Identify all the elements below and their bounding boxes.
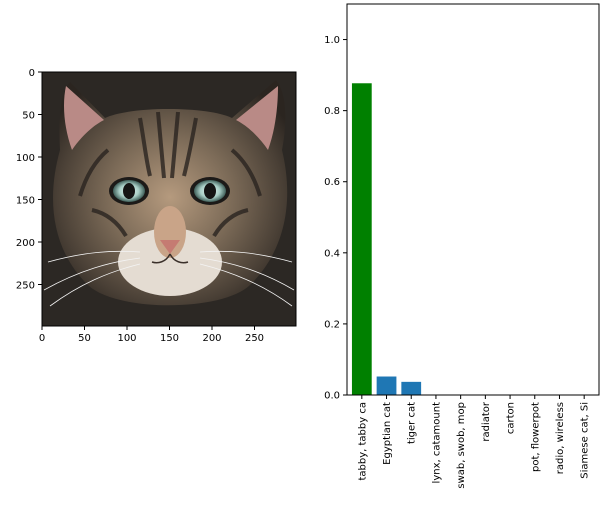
- y-tick-label: 0.8: [324, 106, 340, 117]
- x-tick-label: Siamese cat, Si: [580, 402, 591, 479]
- image-x-tick-label: 50: [78, 333, 91, 344]
- cat-image: [42, 72, 296, 326]
- y-tick-label: 1.0: [324, 35, 340, 46]
- x-tick-label: swab, swob, mop: [456, 402, 467, 489]
- x-tick-label: carton: [506, 402, 517, 434]
- y-tick-label: 0.4: [324, 248, 340, 259]
- bar: [376, 376, 397, 395]
- image-x-tick-label: 0: [39, 333, 45, 344]
- image-x-tick-label: 100: [117, 333, 136, 344]
- x-tick-label: tabby, tabby ca: [357, 402, 368, 481]
- x-tick-label: tiger cat: [407, 402, 418, 444]
- x-axis: tabby, tabby ca Egyptian cat tiger cat lynx…: [357, 395, 591, 489]
- image-y-tick-label: 250: [16, 281, 35, 292]
- y-axis: 0.0 0.2 0.4 0.6 0.8 1.0: [324, 35, 347, 402]
- bar: [351, 83, 372, 396]
- x-tick-label: pot, flowerpot: [530, 402, 541, 472]
- image-x-ticks: 0 50 100 150 200 250: [39, 326, 264, 344]
- x-tick-label: radiator: [481, 401, 492, 442]
- image-y-tick-label: 100: [16, 153, 35, 164]
- image-panel: 0 50 100 150 200 250 0 50 100 150 200 25…: [16, 68, 297, 344]
- image-y-tick-label: 200: [16, 238, 35, 249]
- bar-chart: 0.0 0.2 0.4 0.6 0.8 1.0 tabby, tabby ca Egypti…: [324, 3, 600, 489]
- x-tick-label: radio, wireless: [555, 402, 566, 474]
- image-y-tick-label: 150: [16, 196, 35, 207]
- image-y-tick-label: 50: [22, 111, 35, 122]
- y-tick-label: 0.6: [324, 177, 340, 188]
- image-x-tick-label: 250: [245, 333, 264, 344]
- y-tick-label: 0.2: [324, 319, 340, 330]
- x-tick-label: lynx, catamount: [431, 402, 442, 484]
- plot-area: [346, 3, 600, 396]
- bar: [401, 381, 422, 395]
- image-x-tick-label: 200: [202, 333, 221, 344]
- y-tick-label: 0.0: [324, 391, 340, 402]
- image-x-tick-label: 150: [160, 333, 179, 344]
- bars: [351, 83, 595, 396]
- image-y-tick-label: 0: [29, 68, 35, 79]
- x-tick-label: Egyptian cat: [382, 402, 393, 465]
- image-y-ticks: 0 50 100 150 200 250: [16, 68, 42, 292]
